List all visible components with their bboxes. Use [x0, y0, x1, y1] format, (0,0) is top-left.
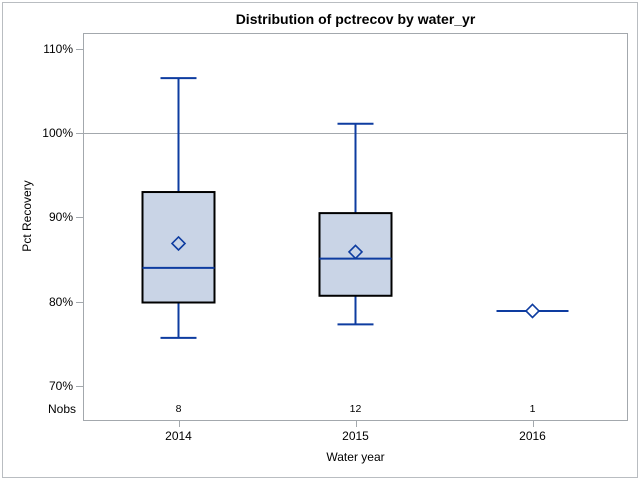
nobs-row-label: Nobs — [47, 402, 76, 416]
y-tick-label: 110% — [43, 41, 73, 56]
plot-area-border — [83, 33, 628, 421]
mean-diamond-marker-2014 — [170, 235, 187, 252]
x-axis-title: Water year — [326, 450, 385, 464]
y-tick-label: 70% — [48, 378, 73, 393]
y-tick-label: 100% — [42, 126, 73, 140]
x-tick-label: 2016 — [519, 429, 546, 443]
y-tick-label: 80% — [48, 294, 73, 309]
nobs-value: 12 — [349, 403, 362, 415]
iqr-box-2014 — [141, 191, 216, 304]
y-tick-label: 90% — [48, 210, 73, 225]
x-tick-label: 2014 — [165, 429, 192, 443]
nobs-value: 8 — [175, 403, 182, 415]
iqr-box-2015 — [318, 212, 393, 297]
chart-title: Distribution of pctrecov by water_yr — [235, 11, 476, 27]
mean-diamond-marker-2015 — [347, 244, 364, 260]
nobs-value: 1 — [529, 403, 536, 415]
mean-diamond-marker-2016 — [524, 303, 541, 319]
x-tick-label: 2015 — [342, 429, 369, 443]
